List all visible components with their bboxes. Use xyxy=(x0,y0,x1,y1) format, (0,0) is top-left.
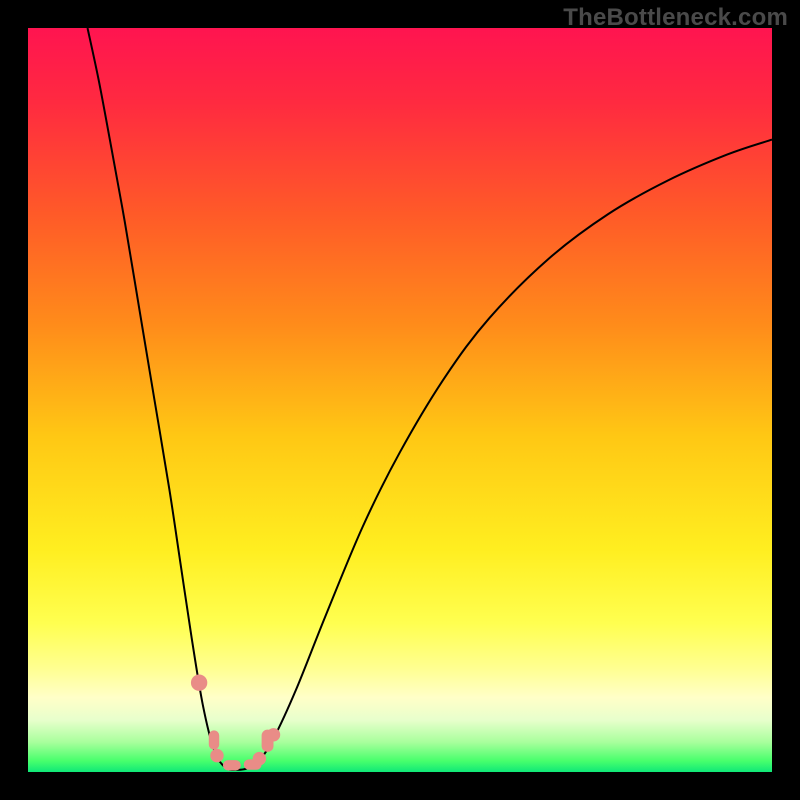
gradient-background xyxy=(28,28,772,772)
figure-container: { "watermark": { "text": "TheBottleneck.… xyxy=(0,0,800,800)
plot-area xyxy=(28,28,772,772)
plot-svg xyxy=(28,28,772,772)
marker-dot xyxy=(210,749,223,762)
marker-capsule xyxy=(223,760,241,770)
marker-dot xyxy=(191,675,207,691)
marker-dot xyxy=(253,752,266,765)
marker-capsule xyxy=(209,730,219,749)
plot-frame xyxy=(28,28,772,772)
marker-dot xyxy=(267,728,280,741)
